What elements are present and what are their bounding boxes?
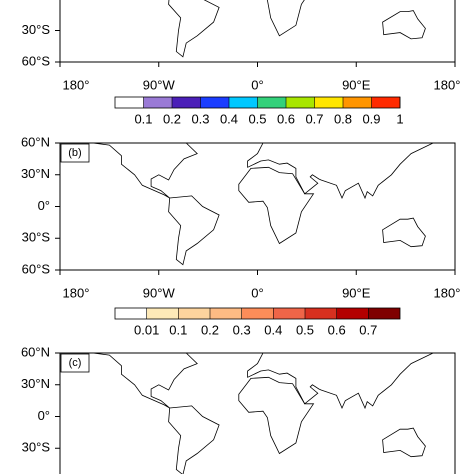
- colorbar-tick-label: 0.4: [220, 111, 238, 126]
- colorbar-tick-label: 0.7: [305, 111, 323, 126]
- colorbar-box: [336, 308, 369, 319]
- coastline: [76, 353, 198, 409]
- colorbar-box: [200, 97, 229, 108]
- colorbar-box: [305, 308, 337, 319]
- colorbar-box: [241, 308, 274, 319]
- colorbar-box: [210, 308, 242, 319]
- map: [76, 353, 435, 474]
- coastline: [168, 0, 220, 58]
- lat-tick-label: 30°N: [21, 166, 50, 181]
- lon-tick-label: 0°: [251, 77, 263, 92]
- lon-tick-label: 180°: [434, 285, 461, 300]
- lat-tick-label: 30°S: [22, 22, 51, 37]
- map: [168, 0, 426, 58]
- colorbar-box: [143, 97, 172, 108]
- lat-tick-label: 0°: [38, 198, 50, 213]
- coastline: [168, 405, 220, 474]
- colorbar-box: [172, 97, 201, 108]
- colorbar-box: [286, 97, 315, 108]
- coastline: [238, 166, 315, 245]
- colorbar-tick-label: 0.1: [134, 111, 152, 126]
- coastline: [247, 353, 435, 410]
- colorbar-box: [178, 308, 210, 319]
- map-frame: [59, 142, 456, 271]
- panel-label-box: [60, 143, 90, 163]
- colorbar-tick-label: 0.1: [169, 322, 187, 337]
- lat-tick-label: 30°S: [22, 230, 51, 245]
- lat-tick-label: 60°N: [21, 344, 50, 359]
- colorbar-tick-label: 0.6: [328, 322, 346, 337]
- lat-tick-label: 60°N: [21, 134, 50, 149]
- lat-tick-label: 30°N: [21, 376, 50, 391]
- colorbar-box: [273, 308, 305, 319]
- lat-tick-label: 30°S: [22, 440, 51, 455]
- colorbar-tick-label: 0.6: [277, 111, 295, 126]
- lon-tick-label: 0°: [251, 285, 263, 300]
- colorbar-tick-label: 0.01: [134, 322, 159, 337]
- coastline: [266, 0, 305, 37]
- colorbar-tick-label: 0.5: [296, 322, 314, 337]
- panel-label-box: [60, 353, 90, 373]
- lon-tick-label: 90°E: [342, 285, 371, 300]
- lon-tick-label: 180°: [434, 77, 461, 92]
- coastline: [382, 10, 426, 40]
- colorbar-frame: [114, 307, 401, 320]
- colorbar-tick-label: 0.2: [201, 322, 219, 337]
- coastline: [76, 143, 198, 199]
- lon-tick-label: 180°: [63, 285, 90, 300]
- coastline: [382, 217, 426, 248]
- colorbar-box: [368, 308, 400, 319]
- colorbar-box: [115, 97, 144, 108]
- lon-tick-label: 90°E: [342, 77, 371, 92]
- colorbar-box: [146, 308, 179, 319]
- panel-label: (b): [68, 147, 81, 159]
- panel-label: (c): [69, 357, 82, 369]
- coastline: [247, 143, 435, 200]
- lon-tick-label: 180°: [63, 77, 90, 92]
- colorbar-box: [343, 97, 372, 108]
- colorbar-tick-label: 1: [396, 111, 403, 126]
- colorbar-tick-label: 0.8: [334, 111, 352, 126]
- colorbar-box: [257, 97, 286, 108]
- lon-tick-label: 90°W: [143, 285, 176, 300]
- colorbar-box: [115, 308, 147, 319]
- colorbar-tick-label: 0.2: [163, 111, 181, 126]
- map-frame: [59, 0, 456, 63]
- map: [76, 143, 435, 266]
- lat-tick-label: 60°S: [22, 53, 51, 68]
- colorbar-tick-label: 0.5: [248, 111, 266, 126]
- colorbar-tick-label: 0.3: [233, 322, 251, 337]
- colorbar-tick-label: 0.4: [264, 322, 282, 337]
- colorbar-box: [229, 97, 258, 108]
- coastline: [382, 427, 426, 458]
- colorbar-box: [314, 97, 343, 108]
- colorbar-tick-label: 0.3: [191, 111, 209, 126]
- coastline: [168, 195, 220, 266]
- colorbar-tick-label: 0.9: [362, 111, 380, 126]
- lat-tick-label: 60°S: [22, 261, 51, 276]
- coastline: [238, 376, 315, 455]
- map-frame: [59, 352, 456, 474]
- colorbar-box: [371, 97, 400, 108]
- lon-tick-label: 90°W: [143, 77, 176, 92]
- lat-tick-label: 0°: [38, 408, 50, 423]
- colorbar-tick-label: 0.7: [359, 322, 377, 337]
